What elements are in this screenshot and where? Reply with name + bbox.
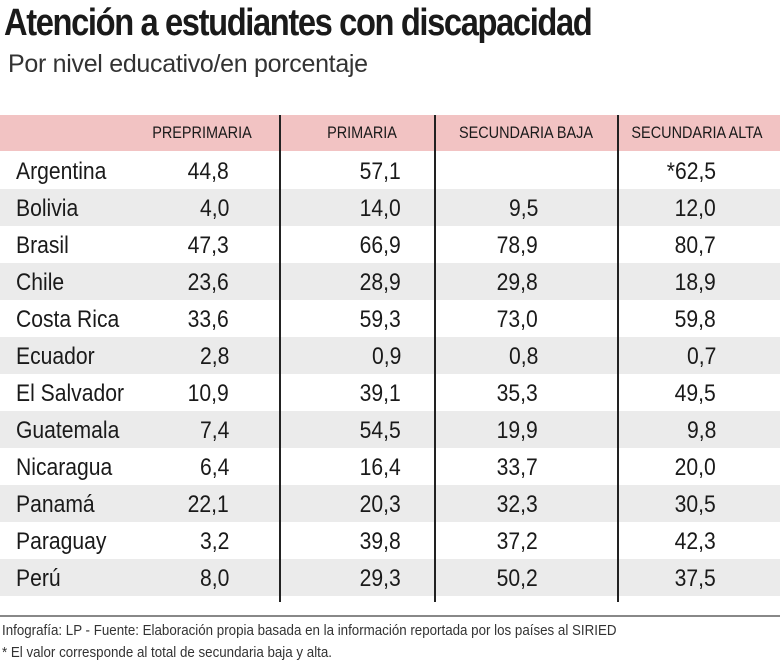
value-cell: 37,5 — [674, 565, 716, 592]
country-name: Argentina — [16, 158, 107, 185]
table-row: Bolivia 4,0 14,0 9,5 12,0 — [0, 189, 780, 226]
value-cell: 0,9 — [371, 343, 401, 370]
country-name: Panamá — [16, 491, 95, 518]
value-cell: 7,4 — [199, 417, 229, 444]
value-cell: 42,3 — [674, 528, 716, 555]
value-cell: 47,3 — [187, 232, 229, 259]
footnote: * El valor corresponde al total de secun… — [2, 645, 332, 661]
value-cell: 59,3 — [359, 306, 401, 333]
value-cell: 20,3 — [359, 491, 401, 518]
table-header: PREPRIMARIA PRIMARIA SECUNDARIA BAJA SEC… — [0, 115, 780, 151]
value-cell: 78,9 — [496, 232, 538, 259]
table-row: Paraguay 3,2 39,8 37,2 42,3 — [0, 522, 780, 559]
value-cell: 44,8 — [187, 158, 229, 185]
value-cell: 16,4 — [359, 454, 401, 481]
value-cell: *62,5 — [666, 158, 716, 185]
column-divider — [434, 115, 436, 602]
value-cell: 80,7 — [674, 232, 716, 259]
value-cell: 28,9 — [359, 269, 401, 296]
value-cell: 29,3 — [359, 565, 401, 592]
table-row: Guatemala 7,4 54,5 19,9 9,8 — [0, 411, 780, 448]
value-cell: 9,5 — [508, 195, 538, 222]
value-cell: 6,4 — [199, 454, 229, 481]
country-name: Paraguay — [16, 528, 107, 555]
value-cell: 54,5 — [359, 417, 401, 444]
table-row: Brasil 47,3 66,9 78,9 80,7 — [0, 226, 780, 263]
column-header-primaria: PRIMARIA — [327, 123, 397, 142]
value-cell: 39,1 — [359, 380, 401, 407]
value-cell: 59,8 — [674, 306, 716, 333]
column-header-secundaria-alta: SECUNDARIA ALTA — [631, 123, 763, 142]
column-divider — [617, 115, 619, 602]
value-cell: 37,2 — [496, 528, 538, 555]
table-row: Nicaragua 6,4 16,4 33,7 20,0 — [0, 448, 780, 485]
table-row: Ecuador 2,8 0,9 0,8 0,7 — [0, 337, 780, 374]
value-cell: 35,3 — [496, 380, 538, 407]
value-cell: 18,9 — [674, 269, 716, 296]
value-cell: 32,3 — [496, 491, 538, 518]
value-cell: 12,0 — [674, 195, 716, 222]
value-cell: 14,0 — [359, 195, 401, 222]
value-cell: 2,8 — [199, 343, 229, 370]
value-cell: 10,9 — [187, 380, 229, 407]
value-cell: 49,5 — [674, 380, 716, 407]
value-cell: 20,0 — [674, 454, 716, 481]
value-cell: 4,0 — [199, 195, 229, 222]
value-cell: 30,5 — [674, 491, 716, 518]
value-cell: 8,0 — [199, 565, 229, 592]
table-row: Chile 23,6 28,9 29,8 18,9 — [0, 263, 780, 300]
value-cell: 73,0 — [496, 306, 538, 333]
value-cell: 39,8 — [359, 528, 401, 555]
table-row: El Salvador 10,9 39,1 35,3 49,5 — [0, 374, 780, 411]
value-cell: 0,7 — [686, 343, 716, 370]
value-cell: 33,7 — [496, 454, 538, 481]
value-cell: 9,8 — [686, 417, 716, 444]
footer-divider — [0, 615, 780, 617]
value-cell: 0,8 — [508, 343, 538, 370]
value-cell: 50,2 — [496, 565, 538, 592]
country-name: Guatemala — [16, 417, 120, 444]
country-name: Brasil — [16, 232, 69, 259]
table-row: Costa Rica 33,6 59,3 73,0 59,8 — [0, 300, 780, 337]
value-cell: 33,6 — [187, 306, 229, 333]
value-cell: 66,9 — [359, 232, 401, 259]
value-cell: 3,2 — [199, 528, 229, 555]
column-divider — [279, 115, 281, 602]
country-name: Perú — [16, 565, 61, 592]
country-name: Bolivia — [16, 195, 79, 222]
column-header-secundaria-baja: SECUNDARIA BAJA — [458, 123, 594, 142]
country-name: El Salvador — [16, 380, 125, 407]
country-name: Ecuador — [16, 343, 95, 370]
country-name: Chile — [16, 269, 65, 296]
value-cell: 29,8 — [496, 269, 538, 296]
value-cell: 57,1 — [359, 158, 401, 185]
value-cell: 22,1 — [187, 491, 229, 518]
table-row: Perú 8,0 29,3 50,2 37,5 — [0, 559, 780, 596]
country-name: Costa Rica — [16, 306, 120, 333]
value-cell: 23,6 — [187, 269, 229, 296]
page-title: Atención a estudiantes con discapacidad — [4, 2, 593, 44]
source-note: Infografía: LP - Fuente: Elaboración pro… — [2, 623, 617, 639]
subtitle: Por nivel educativo/en porcentaje — [8, 50, 368, 78]
table-row: Argentina 44,8 57,1 *62,5 — [0, 152, 780, 189]
country-name: Nicaragua — [16, 454, 113, 481]
table-row: Panamá 22,1 20,3 32,3 30,5 — [0, 485, 780, 522]
value-cell: 19,9 — [496, 417, 538, 444]
column-header-preprimaria: PREPRIMARIA — [152, 123, 252, 142]
